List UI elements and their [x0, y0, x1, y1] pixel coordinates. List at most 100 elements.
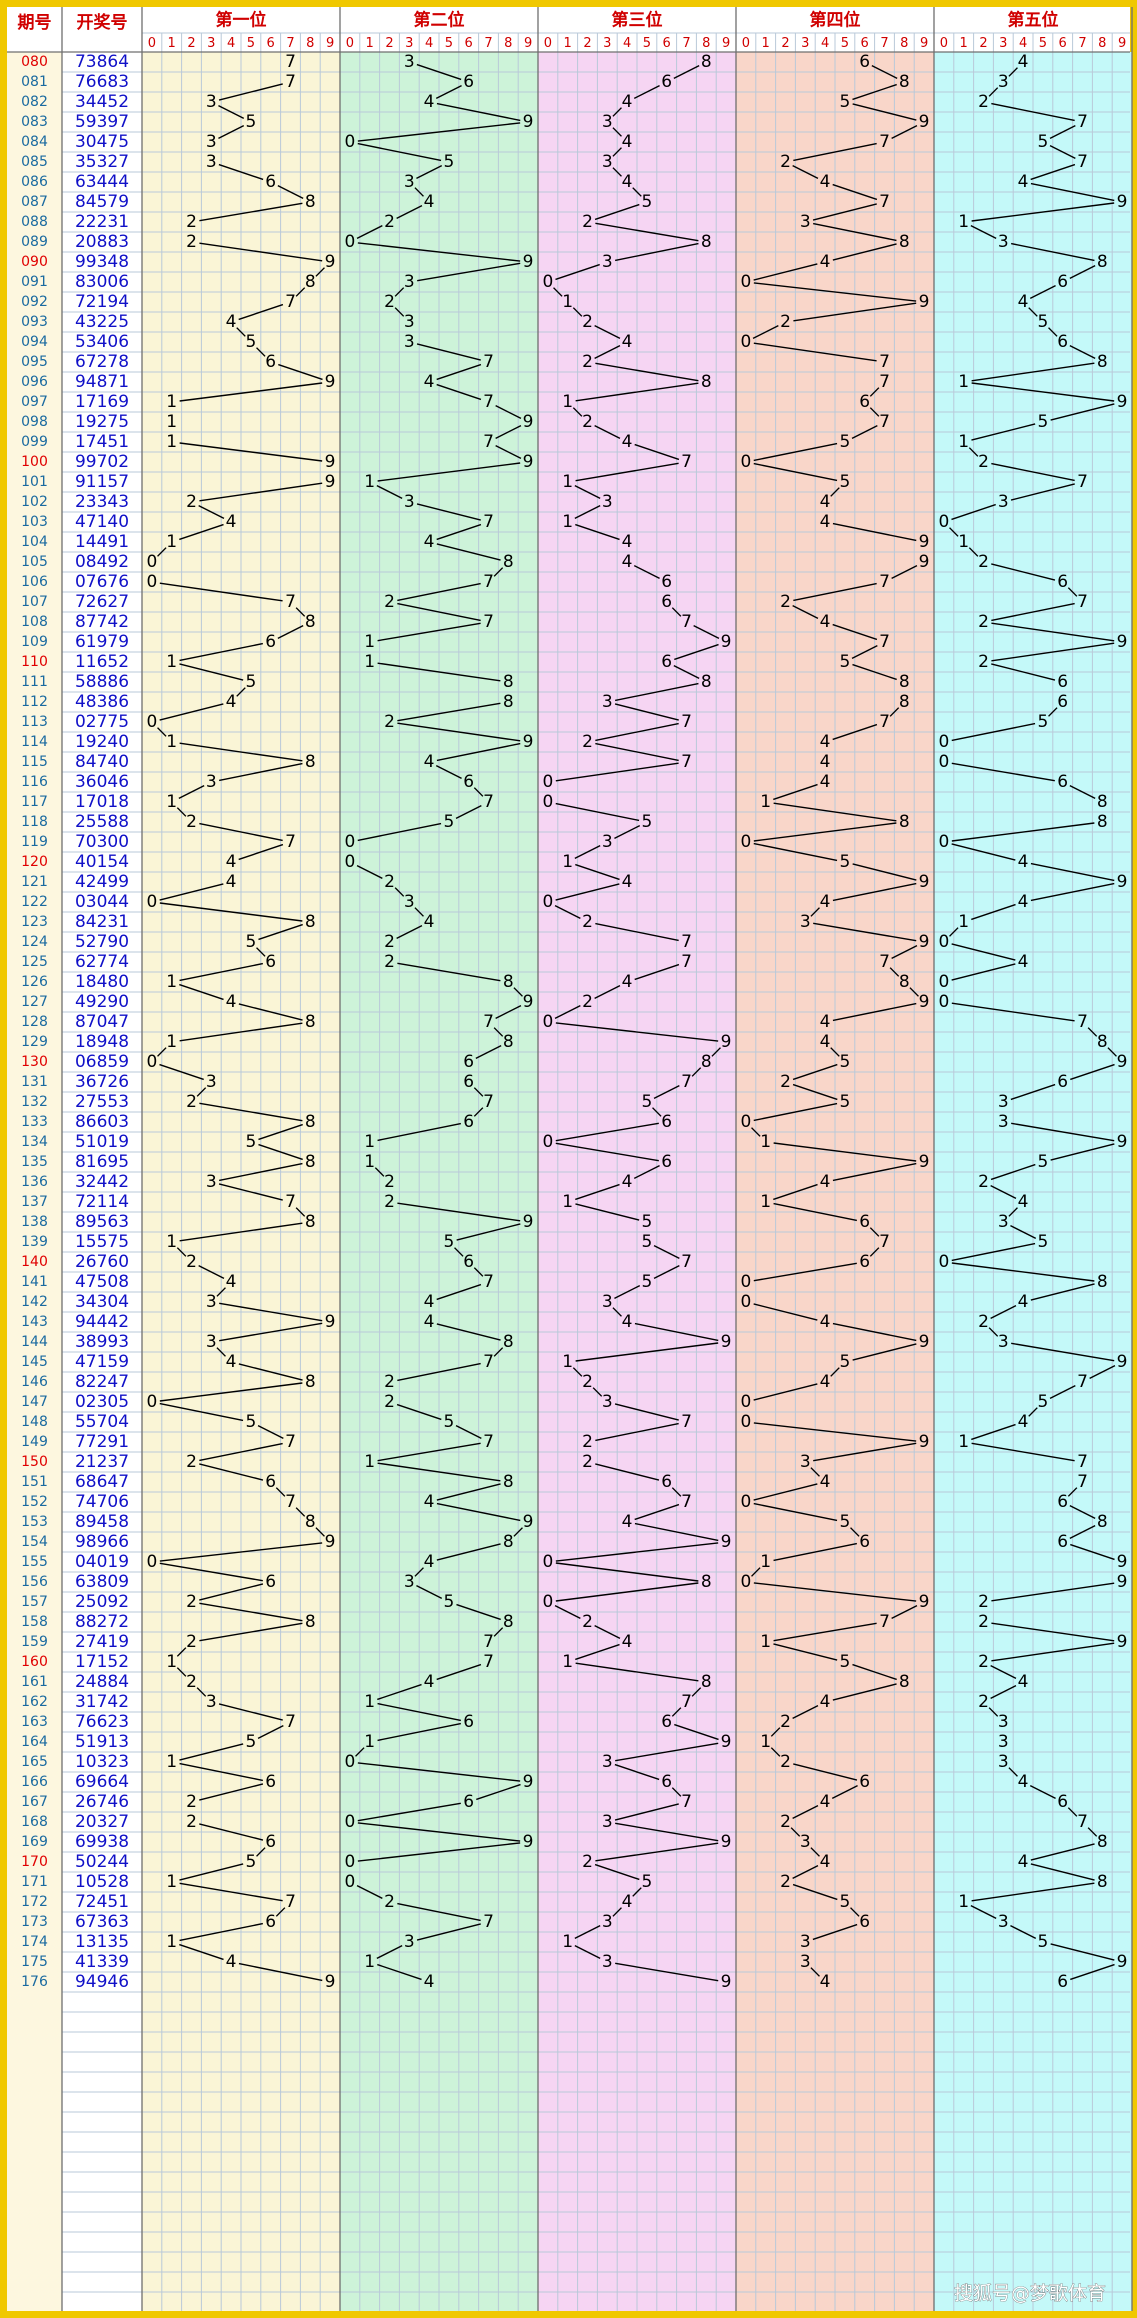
digit-mark: 2	[186, 492, 197, 512]
digit-mark: 8	[1097, 252, 1108, 272]
digit-mark: 3	[206, 1172, 217, 1192]
trend-line	[179, 1222, 303, 1242]
trend-line	[1069, 344, 1096, 360]
trend-line	[157, 727, 167, 737]
digit-mark: 7	[879, 372, 890, 392]
trend-line	[455, 1424, 482, 1440]
trend-line	[594, 1624, 621, 1640]
issue-number: 084	[21, 134, 48, 150]
trend-line	[1030, 1863, 1095, 1881]
digit-mark: 1	[760, 1132, 771, 1152]
trend-line	[594, 424, 621, 440]
trend-line	[810, 1847, 820, 1857]
trend-line	[159, 1382, 303, 1402]
digit-mark: 0	[740, 832, 751, 852]
trend-line	[971, 1423, 1016, 1441]
draw-number: 73864	[75, 52, 129, 72]
digit-mark: 8	[305, 912, 316, 932]
trend-line	[357, 142, 442, 162]
digit-mark: 6	[859, 1252, 870, 1272]
draw-number: 30475	[75, 132, 129, 152]
trend-line	[572, 1367, 583, 1377]
digit-mark: 2	[384, 592, 395, 612]
trend-line	[951, 722, 1036, 742]
trend-line	[1030, 182, 1115, 202]
digit-mark: 6	[265, 172, 276, 192]
trend-line	[832, 882, 917, 902]
trend-line	[830, 487, 840, 497]
trend-line	[614, 1803, 679, 1821]
trend-line	[813, 1442, 917, 1462]
digit-mark: 9	[919, 992, 930, 1012]
trend-line	[991, 102, 1075, 122]
draw-number: 13135	[75, 1932, 129, 1952]
trend-line	[416, 164, 443, 180]
digit-mark: 3	[998, 1212, 1009, 1232]
digit-mark: 5	[641, 1092, 652, 1112]
draw-number: 26746	[75, 1792, 129, 1812]
draw-number: 76623	[75, 1712, 129, 1732]
trend-line	[493, 1627, 504, 1637]
digit-mark: 1	[364, 1732, 375, 1752]
digit-header: 8	[1098, 36, 1106, 51]
trend-line	[555, 1582, 699, 1602]
issue-number: 173	[21, 1914, 48, 1930]
digit-mark: 2	[582, 352, 593, 372]
digit-mark: 7	[1077, 472, 1088, 492]
trend-line	[357, 242, 521, 262]
issue-number: 156	[21, 1574, 48, 1590]
trend-line	[612, 1907, 622, 1917]
trend-line	[1030, 1843, 1095, 1861]
draw-number: 38993	[75, 1332, 129, 1352]
trend-line	[199, 1823, 264, 1841]
trend-line	[770, 1727, 781, 1737]
trend-line	[436, 1543, 501, 1561]
digit-mark: 5	[245, 932, 256, 952]
issue-number: 118	[21, 814, 48, 830]
digit-header: 3	[405, 36, 413, 51]
trend-line	[1030, 1283, 1095, 1301]
trend-line	[594, 1863, 640, 1881]
draw-number: 47159	[75, 1352, 129, 1372]
issue-number: 120	[21, 854, 48, 870]
digit-mark: 1	[166, 532, 177, 552]
digit-mark: 7	[681, 952, 692, 972]
trend-line	[575, 1643, 620, 1661]
trend-line	[753, 842, 838, 862]
issue-number: 148	[21, 1414, 48, 1430]
trend-line	[179, 1762, 263, 1782]
issue-number: 082	[21, 94, 48, 110]
digit-mark: 1	[562, 472, 573, 492]
draw-number: 87047	[75, 1012, 129, 1032]
digit-mark: 8	[503, 1032, 514, 1052]
digit-mark: 3	[404, 1572, 415, 1592]
draw-number: 08492	[75, 552, 129, 572]
trend-line	[614, 1284, 641, 1300]
trend-line	[968, 447, 979, 457]
trend-line	[671, 607, 682, 617]
digit-header: 5	[445, 36, 453, 51]
digit-mark: 1	[364, 1692, 375, 1712]
digit-mark: 8	[305, 1372, 316, 1392]
digit-mark: 2	[780, 1752, 791, 1772]
trend-line	[414, 187, 424, 197]
digit-mark: 3	[602, 1752, 613, 1772]
trend-line	[810, 1467, 820, 1477]
trend-line	[435, 84, 462, 100]
digit-mark: 8	[701, 52, 712, 72]
digit-mark: 7	[285, 292, 296, 312]
trend-line	[219, 762, 303, 782]
trend-line	[614, 703, 679, 721]
draw-number: 24884	[75, 1672, 129, 1692]
trend-line	[377, 1683, 422, 1701]
trend-line	[572, 307, 583, 317]
trend-line	[633, 1164, 660, 1180]
digit-mark: 0	[344, 1852, 355, 1872]
digit-mark: 0	[740, 332, 751, 352]
digit-mark: 9	[721, 1732, 732, 1752]
digit-mark: 4	[820, 772, 831, 792]
trend-line	[612, 167, 622, 177]
trend-line	[198, 1264, 225, 1280]
digit-mark: 5	[1037, 1232, 1048, 1252]
trend-line	[554, 904, 581, 920]
